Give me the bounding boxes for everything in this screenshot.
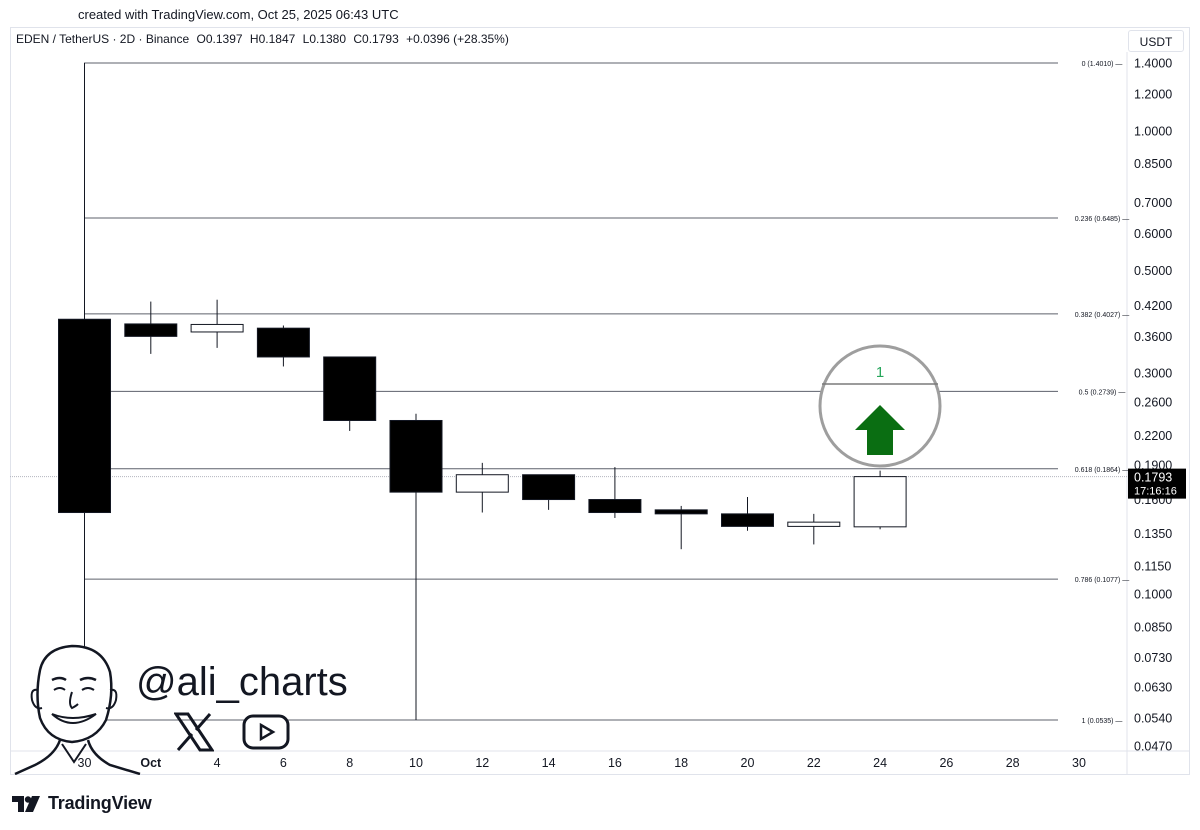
time-tick-label: 16 — [608, 756, 622, 770]
price-tick-label: 0.1350 — [1134, 527, 1172, 541]
current-price-value: 0.1793 — [1134, 471, 1172, 485]
x-logo-icon[interactable] — [173, 712, 215, 757]
currency-button[interactable]: USDT — [1128, 30, 1184, 52]
price-tick-label: 1.2000 — [1134, 88, 1172, 102]
candle-body — [787, 521, 841, 527]
time-tick-label: Oct — [140, 756, 162, 770]
fib-label: 0.236 (0.6485) — — [1075, 216, 1129, 223]
price-tick-label: 0.1150 — [1134, 559, 1171, 573]
ohlc-low: L0.1380 — [302, 32, 347, 46]
time-tick-label: 4 — [214, 756, 221, 770]
price-tick-label: 0.0540 — [1134, 712, 1172, 726]
price-tick-label: 0.7000 — [1134, 196, 1172, 210]
candle-body — [522, 474, 576, 501]
fib-label: 0.786 (0.1077) — — [1075, 577, 1129, 584]
price-tick-label: 0.4200 — [1134, 299, 1172, 313]
time-tick-label: 26 — [939, 756, 953, 770]
price-tick-label: 0.6000 — [1134, 227, 1172, 241]
candle-body — [853, 476, 907, 528]
time-tick-label: 10 — [409, 756, 423, 770]
fib-label: 0.618 (0.1864) — — [1075, 467, 1129, 474]
annotation-text: 1 — [876, 364, 884, 381]
created-with-watermark: created with TradingView.com, Oct 25, 20… — [78, 7, 399, 22]
tradingview-logo-icon — [12, 795, 40, 812]
time-tick-label: 6 — [280, 756, 287, 770]
time-tick-label: 20 — [741, 756, 755, 770]
candle-body — [58, 318, 111, 514]
tradingview-logo-text: TradingView — [48, 793, 152, 813]
time-tick-label: 22 — [807, 756, 821, 770]
tradingview-logo[interactable]: TradingView — [12, 793, 152, 814]
price-tick-label: 0.0730 — [1134, 651, 1172, 665]
time-tick-label: 14 — [542, 756, 556, 770]
fib-label: 0.5 (0.2739) — — [1079, 389, 1126, 396]
price-tick-label: 0.3600 — [1134, 330, 1172, 344]
ohlc-change: +0.0396 (+28.35%) — [406, 32, 509, 46]
price-tick-label: 0.5000 — [1134, 264, 1172, 278]
price-tick-label: 0.1000 — [1134, 588, 1172, 602]
symbol-name[interactable]: EDEN / TetherUS · 2D · Binance — [16, 32, 190, 46]
time-tick-label: 24 — [873, 756, 887, 770]
price-tick-label: 0.3000 — [1134, 367, 1172, 381]
ohlc-high: H0.1847 — [249, 32, 296, 46]
price-tick-label: 0.8500 — [1134, 157, 1172, 171]
price-tick-label: 1.4000 — [1134, 57, 1172, 71]
ohlc-open: O0.1397 — [196, 32, 243, 46]
chart-frame — [10, 27, 1190, 775]
symbol-header: EDEN / TetherUS · 2D · Binance O0.1397 H… — [16, 32, 513, 46]
time-tick-label: 8 — [346, 756, 353, 770]
current-price-countdown: 17:16:16 — [1134, 486, 1177, 498]
time-tick-label: 12 — [475, 756, 489, 770]
time-tick-label: 18 — [674, 756, 688, 770]
author-avatar — [10, 640, 150, 780]
author-handle: @ali_charts — [136, 660, 348, 704]
candle-body — [124, 323, 178, 337]
youtube-logo-icon[interactable] — [242, 714, 290, 755]
candle-body — [256, 327, 310, 358]
price-tick-label: 1.0000 — [1134, 124, 1172, 138]
fib-label: 0.382 (0.4027) — — [1075, 312, 1129, 319]
price-tick-label: 0.2200 — [1134, 429, 1172, 443]
candle-body — [455, 474, 509, 493]
ohlc-close: C0.1793 — [353, 32, 399, 46]
time-tick-label: 30 — [78, 756, 92, 770]
price-tick-label: 0.0630 — [1134, 681, 1172, 695]
time-tick-label: 30 — [1072, 756, 1086, 770]
candle-body — [190, 323, 244, 333]
candle-body — [389, 419, 443, 493]
price-tick-label: 0.0850 — [1134, 620, 1172, 634]
price-tick-label: 0.2600 — [1134, 395, 1172, 409]
candle-body — [323, 356, 377, 421]
price-tick-label: 0.0470 — [1134, 740, 1172, 754]
candle-body — [721, 513, 774, 527]
candle-body — [654, 509, 708, 515]
fib-label: 1 (0.0535) — — [1082, 718, 1123, 725]
time-tick-label: 28 — [1006, 756, 1020, 770]
candle-body — [588, 499, 642, 514]
current-price-badge — [1128, 468, 1186, 499]
up-arrow-icon — [855, 405, 905, 455]
fib-label: 0 (1.4010) — — [1082, 61, 1123, 68]
